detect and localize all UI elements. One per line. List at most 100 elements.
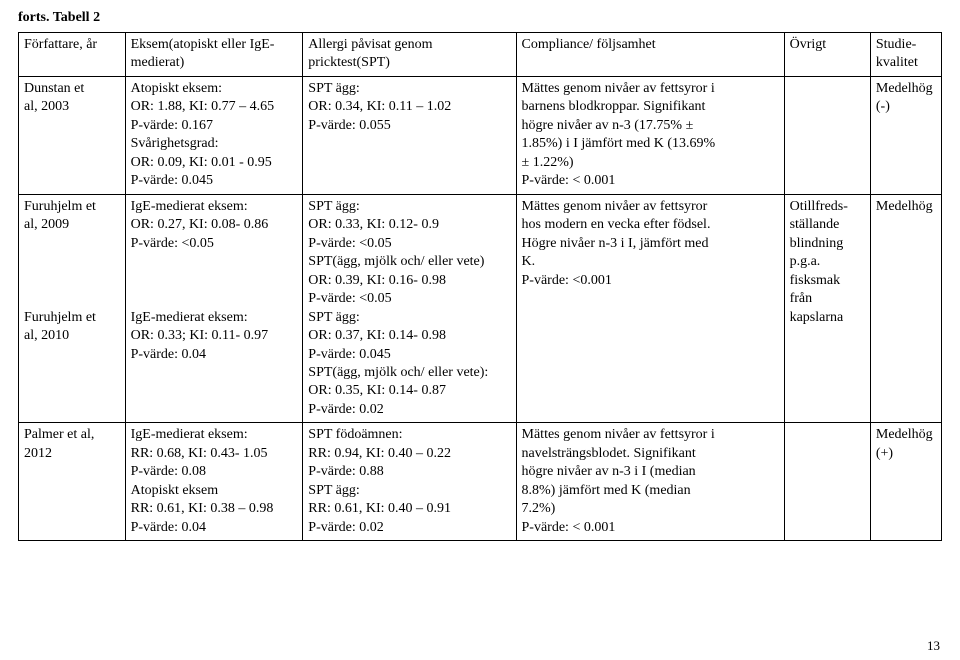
- text: RR: 0.61, KI: 0.40 – 0.91: [308, 501, 451, 516]
- text: OR: 0.09, KI: 0.01 - 0.95: [131, 155, 272, 170]
- cell-author: Dunstan et al, 2003: [19, 76, 126, 194]
- cell-kvalitet: Medelhög (-): [870, 76, 941, 194]
- text: RR: 0.61, KI: 0.38 – 0.98: [131, 501, 274, 516]
- cell-allergi: SPT ägg: OR: 0.33, KI: 0.12- 0.9 P-värde…: [303, 194, 516, 423]
- text: P-värde: 0.02: [308, 402, 383, 417]
- text: P-värde: < 0.001: [522, 173, 616, 188]
- text: SPT födoämnen:: [308, 427, 402, 442]
- cell-ovrigt: [784, 76, 870, 194]
- text: Medelhög: [876, 427, 933, 442]
- text: al, 2009: [24, 217, 69, 232]
- col-author: Författare, år: [19, 33, 126, 77]
- text: p.g.a.: [790, 254, 821, 269]
- text: P-värde: 0.045: [308, 347, 390, 362]
- text: Medelhög: [876, 81, 933, 96]
- text: Mättes genom nivåer av fettsyror i: [522, 427, 715, 442]
- cell-ovrigt: [784, 423, 870, 541]
- col-allergi-l1: Allergi påvisat genom: [308, 37, 432, 52]
- text: P-värde: 0.88: [308, 464, 383, 479]
- cell-compliance: Mättes genom nivåer av fettsyror i navel…: [516, 423, 784, 541]
- table-title: forts. Tabell 2: [18, 10, 942, 26]
- text: från: [790, 291, 813, 306]
- cell-eksem: IgE-medierat eksem: OR: 0.27, KI: 0.08- …: [125, 194, 303, 423]
- cell-allergi: SPT ägg: OR: 0.34, KI: 0.11 – 1.02 P-vär…: [303, 76, 516, 194]
- text: IgE-medierat eksem:: [131, 427, 248, 442]
- col-ovrigt: Övrigt: [784, 33, 870, 77]
- text: Dunstan et: [24, 81, 84, 96]
- col-kvalitet-l2: kvalitet: [876, 55, 918, 70]
- text: OR: 0.33; KI: 0.11- 0.97: [131, 328, 269, 343]
- text: SPT ägg:: [308, 483, 359, 498]
- table-row: Furuhjelm et al, 2009 Furuhjelm et al, 2…: [19, 194, 942, 423]
- text: P-värde: 0.08: [131, 464, 206, 479]
- text: (+): [876, 446, 893, 461]
- text: al, 2010: [24, 328, 69, 343]
- col-allergi-l2: pricktest(SPT): [308, 55, 390, 70]
- cell-compliance: Mättes genom nivåer av fettsyror hos mod…: [516, 194, 784, 423]
- text: OR: 0.33, KI: 0.12- 0.9: [308, 217, 439, 232]
- text: Furuhjelm et: [24, 310, 96, 325]
- text: Högre nivåer n-3 i I, jämfört med: [522, 236, 709, 251]
- text: hos modern en vecka efter födsel.: [522, 217, 711, 232]
- text: P-värde: 0.045: [131, 173, 213, 188]
- page: forts. Tabell 2 Författare, år Eksem(ato…: [0, 0, 960, 660]
- text: Otillfreds-: [790, 199, 848, 214]
- text: fisksmak: [790, 273, 841, 288]
- cell-ovrigt: Otillfreds- ställande blindning p.g.a. f…: [784, 194, 870, 423]
- text: Palmer et al,: [24, 427, 94, 442]
- text: Medelhög: [876, 199, 933, 214]
- text: SPT ägg:: [308, 310, 359, 325]
- cell-allergi: SPT födoämnen: RR: 0.94, KI: 0.40 – 0.22…: [303, 423, 516, 541]
- text: SPT ägg:: [308, 81, 359, 96]
- text: navelsträngsblodet. Signifikant: [522, 446, 696, 461]
- text: OR: 0.37, KI: 0.14- 0.98: [308, 328, 446, 343]
- text: P-värde: <0.05: [131, 236, 214, 251]
- cell-kvalitet: Medelhög (+): [870, 423, 941, 541]
- cell-kvalitet: Medelhög: [870, 194, 941, 423]
- col-allergi: Allergi påvisat genom pricktest(SPT): [303, 33, 516, 77]
- text: barnens blodkroppar. Signifikant: [522, 99, 706, 114]
- text: (-): [876, 99, 890, 114]
- text: P-värde: <0.05: [308, 236, 391, 251]
- text: 8.8%) jämfört med K (median: [522, 483, 691, 498]
- cell-eksem: Atopiskt eksem: OR: 1.88, KI: 0.77 – 4.6…: [125, 76, 303, 194]
- cell-compliance: Mättes genom nivåer av fettsyror i barne…: [516, 76, 784, 194]
- text: Atopiskt eksem: [131, 483, 219, 498]
- text: RR: 0.94, KI: 0.40 – 0.22: [308, 446, 451, 461]
- text: P-värde: 0.167: [131, 118, 213, 133]
- col-compliance: Compliance/ följsamhet: [516, 33, 784, 77]
- text: K.: [522, 254, 536, 269]
- text: 2012: [24, 446, 52, 461]
- text: OR: 1.88, KI: 0.77 – 4.65: [131, 99, 275, 114]
- text: al, 2003: [24, 99, 69, 114]
- text: blindning: [790, 236, 844, 251]
- table-row: Palmer et al, 2012 IgE-medierat eksem: R…: [19, 423, 942, 541]
- text: OR: 0.35, KI: 0.14- 0.87: [308, 383, 446, 398]
- text: Svårighetsgrad:: [131, 136, 219, 151]
- table-header-row: Författare, år Eksem(atopiskt eller IgE-…: [19, 33, 942, 77]
- text: P-värde: 0.04: [131, 347, 206, 362]
- col-eksem-l2: medierat): [131, 55, 185, 70]
- cell-eksem: IgE-medierat eksem: RR: 0.68, KI: 0.43- …: [125, 423, 303, 541]
- col-kvalitet-l1: Studie-: [876, 37, 916, 52]
- text: ± 1.22%): [522, 155, 574, 170]
- text: OR: 0.34, KI: 0.11 – 1.02: [308, 99, 451, 114]
- cell-author: Palmer et al, 2012: [19, 423, 126, 541]
- text: 7.2%): [522, 501, 556, 516]
- text: IgE-medierat eksem:: [131, 310, 248, 325]
- text: 1.85%) i I jämfört med K (13.69%: [522, 136, 716, 151]
- text: IgE-medierat eksem:: [131, 199, 248, 214]
- text: högre nivåer av n-3 (17.75% ±: [522, 118, 694, 133]
- text: RR: 0.68, KI: 0.43- 1.05: [131, 446, 268, 461]
- text: Mättes genom nivåer av fettsyror: [522, 199, 708, 214]
- text: kapslarna: [790, 310, 844, 325]
- text: P-värde: <0.05: [308, 291, 391, 306]
- text: P-värde: 0.02: [308, 520, 383, 535]
- text: SPT ägg:: [308, 199, 359, 214]
- text: Furuhjelm et: [24, 199, 96, 214]
- text: SPT(ägg, mjölk och/ eller vete): [308, 254, 484, 269]
- page-number: 13: [927, 638, 940, 654]
- col-kvalitet: Studie- kvalitet: [870, 33, 941, 77]
- text: OR: 0.27, KI: 0.08- 0.86: [131, 217, 269, 232]
- text: Mättes genom nivåer av fettsyror i: [522, 81, 715, 96]
